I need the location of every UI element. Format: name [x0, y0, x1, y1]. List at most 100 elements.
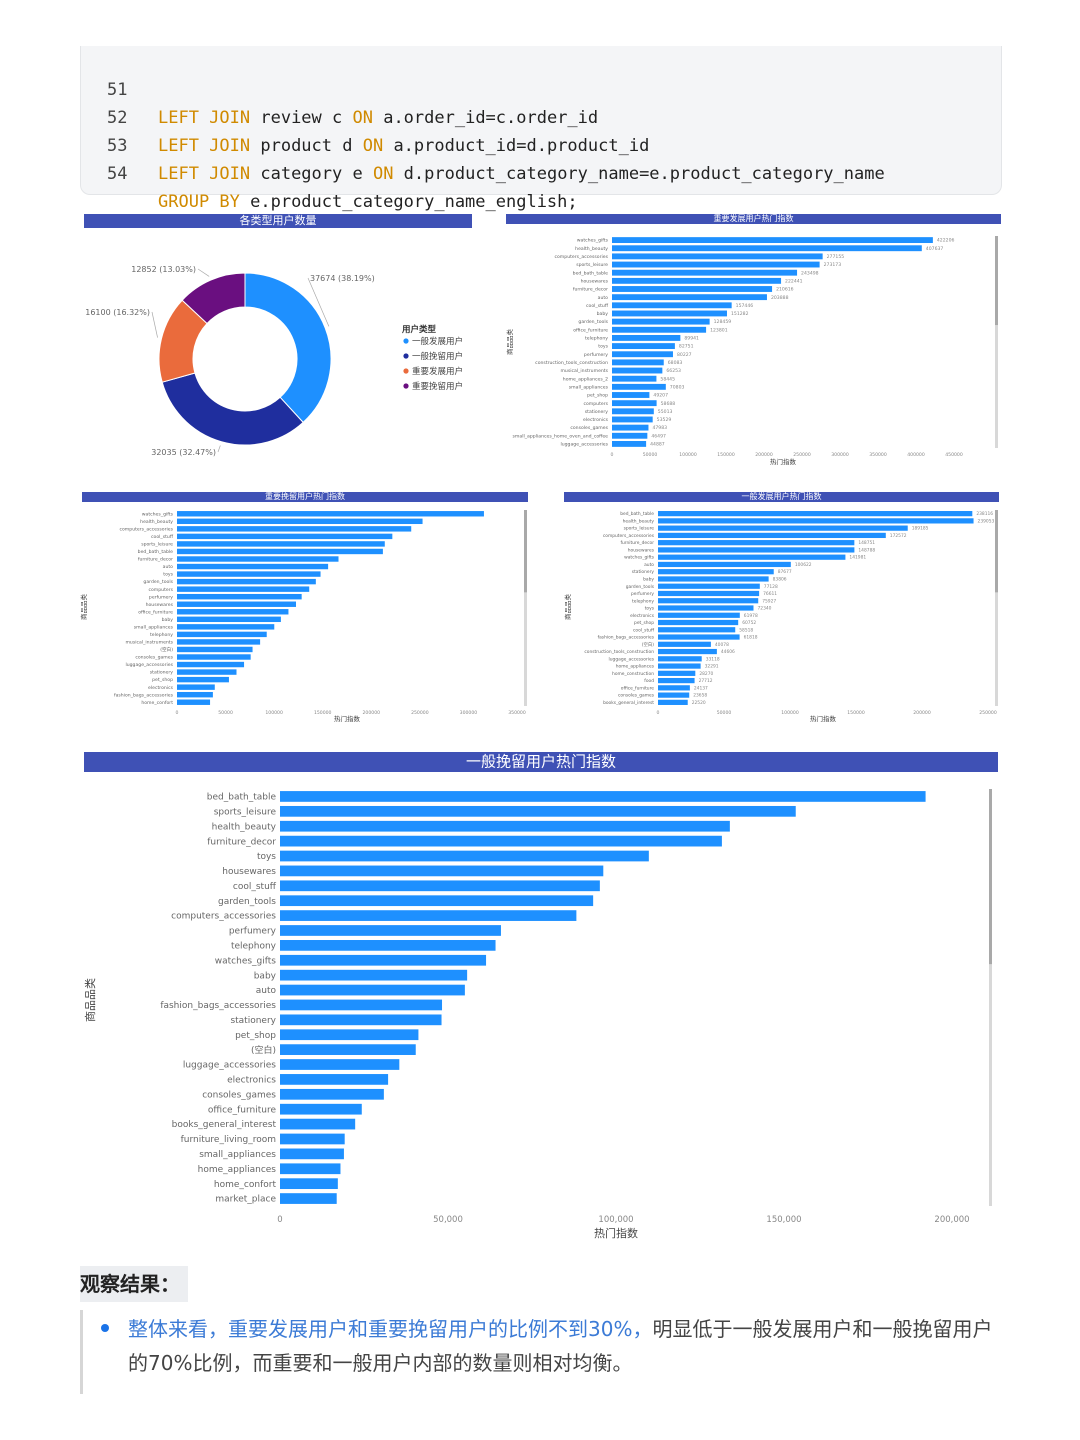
bar [280, 999, 443, 1011]
bar [612, 375, 657, 382]
bar [177, 691, 213, 698]
sql-text: category e [250, 164, 373, 184]
category-label: electronics [148, 685, 174, 691]
value-label: 87677 [778, 569, 792, 575]
bar [177, 654, 251, 660]
bar [612, 416, 653, 423]
category-label: computers_accessories [171, 912, 276, 922]
chart-header [82, 492, 528, 502]
value-label: 80227 [677, 352, 692, 358]
observation-highlight: 整体来看，重要发展用户和重要挽留用户的比例不到30%， [128, 1317, 653, 1341]
bar [612, 359, 664, 366]
sql-keyword: ON [352, 108, 373, 128]
legend-title: 用户类型 [401, 324, 437, 335]
category-label: (空白) [642, 641, 654, 648]
bar [658, 532, 886, 539]
category-label: watches_gifts [215, 956, 277, 966]
bar [280, 910, 577, 921]
scrollbar-thumb [524, 510, 527, 593]
code-text: LEFT JOIN product d ON a.product_id=d.pr… [158, 132, 649, 160]
bar [658, 583, 760, 589]
chart-title: 一般发展用户热门指数 [742, 492, 822, 501]
bar [612, 400, 657, 407]
category-label: perfumery [631, 591, 654, 597]
bar [612, 351, 673, 358]
category-label: perfumery [584, 352, 608, 358]
value-label: 58688 [661, 401, 676, 407]
value-label: 239053 [978, 518, 995, 524]
bar [177, 661, 245, 668]
x-tick-label: 100000 [679, 452, 697, 458]
bar [177, 541, 385, 547]
legend-marker [403, 383, 409, 389]
bar [658, 685, 690, 691]
bar [280, 1103, 362, 1115]
slice-label: 37674 (38.19%) [310, 274, 375, 283]
scrollbar [995, 236, 998, 448]
slice-label: 32035 (32.47%) [151, 448, 216, 457]
value-label: 203888 [771, 295, 789, 301]
sql-text: a.product_id=d.product_id [383, 136, 650, 156]
code-block: 51 LEFT JOIN review c ON a.order_id=c.or… [80, 46, 1002, 212]
bar [612, 286, 773, 292]
category-label: telephony [150, 632, 173, 638]
bar [177, 616, 281, 623]
bar [177, 684, 215, 690]
bar [612, 383, 666, 390]
category-label: housewares [146, 602, 174, 608]
category-label: cool_stuff [633, 627, 655, 633]
bar [612, 310, 727, 317]
bar [280, 820, 730, 832]
bar [280, 880, 600, 892]
bar [280, 1193, 337, 1204]
sql-text: e.product_category_name_english; [239, 192, 578, 212]
bar [177, 556, 339, 562]
bar [177, 699, 211, 705]
category-label: (空白) [251, 1044, 276, 1056]
bar [177, 526, 412, 532]
observation-text: 整体来看，重要发展用户和重要挽留用户的比例不到30%，明显低于一般发展用户和一般… [128, 1312, 998, 1380]
category-label: home_appliances [198, 1165, 277, 1175]
category-label: watches_gifts [624, 555, 655, 561]
bar [280, 1059, 400, 1070]
bar [280, 1014, 442, 1026]
slice-label: 16100 (16.32%) [85, 308, 150, 317]
category-label: home_appliances_2 [563, 376, 608, 382]
chart-header [506, 214, 1001, 224]
value-label: 189185 [912, 526, 929, 532]
value-label: 27712 [699, 678, 713, 684]
value-label: 46497 [651, 433, 666, 439]
value-label: 243498 [801, 270, 819, 276]
category-label: baby [643, 577, 654, 583]
category-label: bed_bath_table [620, 511, 654, 517]
bar [658, 590, 760, 597]
bar [658, 547, 855, 553]
sql-keyword: LEFT JOIN [158, 164, 251, 184]
x-tick-label: 0 [176, 710, 179, 716]
bar [280, 1178, 338, 1190]
value-label: 128459 [714, 319, 732, 325]
value-label: 40078 [715, 642, 729, 648]
category-label: stationery [150, 670, 174, 676]
bar [612, 392, 650, 398]
bar [658, 540, 855, 546]
bar [177, 669, 237, 675]
sql-keyword: ON [372, 164, 394, 184]
x-tick-label: 450000 [945, 452, 963, 458]
x-tick-label: 400000 [907, 452, 925, 458]
bar [280, 835, 722, 847]
y-axis-label: 商品品类 [83, 978, 97, 1022]
scrollbar-thumb [995, 510, 998, 593]
category-label: fashion_bags_accessories [598, 635, 655, 641]
x-tick-label: 50,000 [433, 1215, 463, 1225]
bar [612, 253, 823, 260]
y-axis-label: 商品品类 [80, 594, 88, 621]
category-label: office_furniture [208, 1105, 277, 1115]
value-label: 123801 [710, 327, 728, 333]
bar [612, 302, 732, 309]
value-label: 277155 [827, 254, 845, 260]
sql-text: a.order_id=c.order_id [372, 108, 599, 128]
bar [658, 634, 740, 640]
sql-keyword: ON [362, 136, 384, 156]
category-label: watches_gifts [142, 511, 174, 517]
